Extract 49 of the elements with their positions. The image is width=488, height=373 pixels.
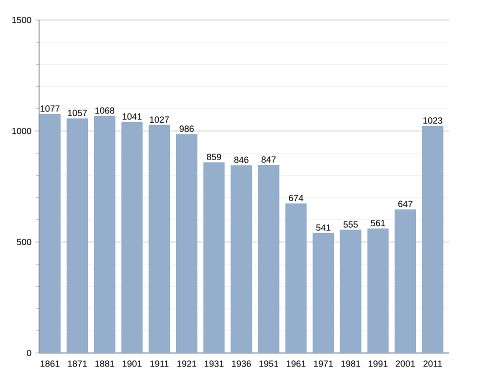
x-tick-label: 2011 [423,360,442,367]
x-tick-label: 1981 [341,360,360,367]
x-tick-label: 1881 [95,360,114,367]
data-label: 555 [344,221,358,228]
bar [203,162,225,353]
bar [394,209,416,353]
bar [121,122,143,353]
y-tick-label: 500 [16,238,32,246]
bar [285,203,307,353]
data-label: 846 [234,156,248,163]
bar [66,118,88,353]
data-label: 859 [206,154,222,160]
y-tick-label: 1500 [12,16,32,24]
data-label: 847 [262,156,276,163]
x-tick-label: 1991 [368,360,388,367]
y-tick-label: 1000 [12,128,32,134]
data-label: 986 [180,126,194,132]
x-tick-label: 1861 [40,360,60,367]
data-label: 541 [316,224,330,231]
x-tick-label: 1921 [177,360,196,367]
data-label: 647 [398,200,412,208]
data-label: 1077 [40,105,60,112]
bar [176,134,198,353]
x-tick-label: 1901 [122,360,142,367]
data-label: 674 [288,194,304,202]
data-label: 1068 [95,107,114,114]
x-tick-label: 1936 [232,360,251,367]
bar [148,125,170,353]
data-label: 1041 [122,113,142,120]
data-label: 1057 [68,110,87,116]
data-label: 1027 [150,116,169,123]
bar [39,114,61,353]
x-tick-label: 1961 [286,360,306,367]
bar [422,126,444,353]
x-tick-label: 1971 [314,360,333,367]
y-tick-label: 0 [26,350,32,356]
x-tick-label: 1871 [68,360,87,367]
bar [230,165,252,353]
x-tick-label: 1951 [259,360,278,367]
bar [94,116,116,353]
bar [258,164,280,353]
bar [367,228,389,353]
x-tick-label: 2001 [396,360,415,367]
bar [312,232,334,353]
bar [340,230,362,353]
data-label: 561 [370,220,386,226]
x-tick-label: 1931 [204,360,224,367]
x-tick-label: 1911 [150,360,169,367]
data-label: 1023 [423,117,442,124]
